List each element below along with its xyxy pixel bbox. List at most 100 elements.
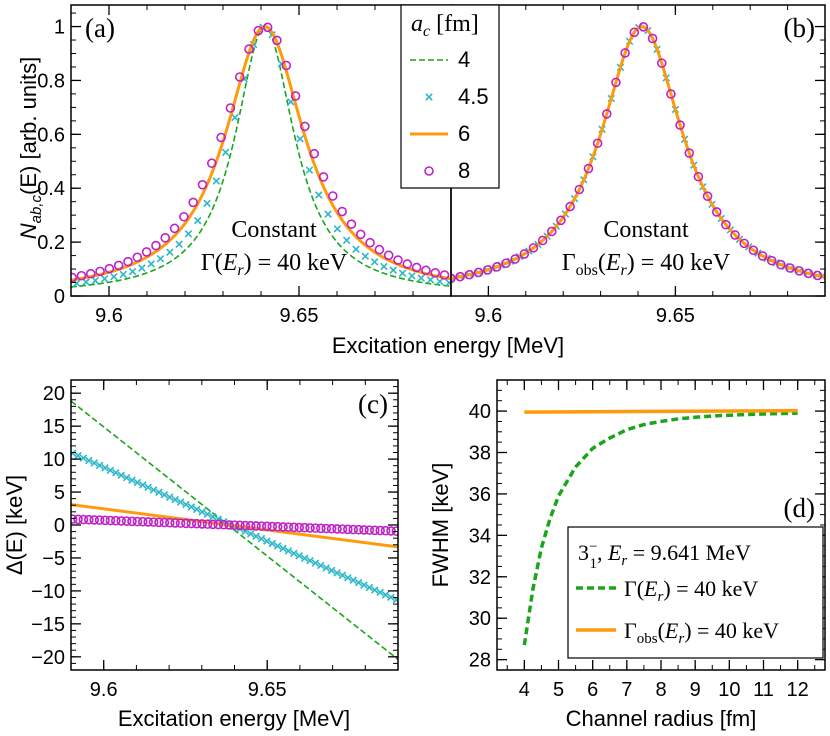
legend-energy-sub: r bbox=[621, 553, 627, 569]
panel-d-legend-header: 3− 1, Er = 9.641 MeV bbox=[578, 539, 751, 572]
x-tick-label: 8 bbox=[655, 679, 666, 701]
panel-a-series-4.5-point bbox=[370, 258, 379, 266]
panel-a-series-8-point bbox=[197, 179, 208, 190]
legend-entry-4: 4 bbox=[458, 47, 470, 72]
panel-b-series-8-point bbox=[785, 263, 795, 273]
panel-a-series-4.5-point bbox=[138, 264, 146, 272]
panel-c-series-4.5-point bbox=[344, 573, 352, 582]
panel-a-series-8-point bbox=[234, 72, 245, 82]
panel-a-annotation-line1: Constant bbox=[231, 217, 317, 243]
panel-a-series-8-point bbox=[71, 272, 77, 283]
panel-c-series-4.5-point bbox=[387, 593, 395, 602]
panel-c-series-8-point bbox=[283, 522, 294, 532]
panel-a-series-4.5-point bbox=[389, 266, 398, 274]
panel-a-series-4.5-point bbox=[91, 276, 100, 285]
d-entry2-pre: Γ bbox=[624, 618, 637, 643]
panel-c-series-6 bbox=[71, 503, 398, 549]
panel-a-label: (a) bbox=[85, 13, 115, 43]
legend-entry-6: 6 bbox=[458, 121, 470, 146]
panel-d-plot-area bbox=[522, 408, 798, 646]
panel-a-series-4.5-point bbox=[166, 248, 174, 257]
panel-c-series-4.5-point bbox=[257, 534, 266, 543]
panel-a-series-8-point bbox=[365, 237, 375, 248]
y-tick-label: 28 bbox=[469, 650, 491, 672]
panel-c-series-4.5-point bbox=[365, 583, 374, 592]
y-tick-label: 15 bbox=[43, 416, 65, 438]
panel-b-annotation-mid: ( bbox=[598, 250, 606, 276]
panel-a-series-8-point bbox=[430, 268, 441, 278]
panel-c-series-8-point bbox=[89, 515, 100, 525]
panel-b-series-8-point bbox=[501, 258, 511, 269]
panel-a-series-8-point bbox=[309, 148, 320, 159]
panel-a: 9.6 9.65 0 0.2 0.4 0.6 0.8 1 (a) Constant Γ(Er)… bbox=[16, 4, 452, 327]
panel-a-series-8-point bbox=[216, 132, 226, 143]
panel-a-annotation-pre: Γ( bbox=[201, 250, 223, 276]
panel-b-series-8-point bbox=[766, 255, 777, 266]
panel-c-series-8-point bbox=[299, 522, 310, 533]
panel-c-series-4.5-point bbox=[371, 586, 379, 594]
x-tick-label: 12 bbox=[787, 679, 809, 701]
panel-a-ylabel-rest: (E) [arb. units] bbox=[16, 57, 41, 195]
panel-c-series-8-point bbox=[380, 525, 391, 536]
panel-a-series-4.5-point bbox=[296, 135, 304, 143]
panel-a-series-4.5-point bbox=[398, 269, 407, 278]
panel-a-annotation-post: ) = 40 keV bbox=[244, 250, 348, 276]
panel-c-series-4.5-point bbox=[198, 508, 206, 516]
panel-a-series-8-point bbox=[272, 35, 282, 46]
panel-c-series-8-point bbox=[316, 523, 326, 534]
panel-c-series-8-point bbox=[159, 517, 170, 528]
panel-c-series-8-point bbox=[71, 514, 78, 524]
panel-b-series-8-point bbox=[492, 262, 502, 272]
panel-b-series-8-point bbox=[803, 268, 814, 279]
panel-d-legend-entry-1: Γ(Er) = 40 keV bbox=[624, 576, 758, 605]
x-tick-label: 9.6 bbox=[90, 679, 118, 701]
panel-c-series-8-point bbox=[294, 522, 305, 533]
panel-a-series-8-point bbox=[421, 265, 431, 276]
d-entry2-sub: obs bbox=[637, 631, 658, 647]
panel-c-series-8-point bbox=[332, 524, 342, 534]
panel-c-series-8-point bbox=[224, 520, 234, 530]
panel-c-series-8-point bbox=[391, 526, 398, 536]
panel-c-series-8-point bbox=[218, 519, 229, 530]
panel-a-series-4.5-point bbox=[445, 279, 451, 287]
y-tick-label: 30 bbox=[469, 608, 491, 630]
panel-b-series-8-point bbox=[583, 163, 594, 174]
panel-a-series-8-point bbox=[141, 247, 152, 257]
panel-a-series-8-point bbox=[411, 262, 422, 273]
legend-state-sup: − bbox=[589, 539, 597, 555]
panel-c-series-8-point bbox=[278, 522, 288, 532]
panel-d-xlabel: Channel radius [fm] bbox=[566, 706, 757, 731]
panel-c-series-4.5-point bbox=[117, 471, 125, 479]
x-tick-label: 9.6 bbox=[95, 305, 123, 327]
y-tick-label: −10 bbox=[31, 581, 65, 603]
panel-a-series-8-point bbox=[281, 60, 292, 71]
panel-c-series-4.5-point bbox=[290, 549, 298, 558]
panel-a-series-4.5-point bbox=[147, 260, 155, 268]
panel-a-series-8-point bbox=[151, 240, 161, 251]
panel-c-series-8-point bbox=[191, 518, 202, 529]
panel-a-series-4.5-point bbox=[193, 216, 202, 225]
panel-a-series-4.5-point bbox=[426, 276, 435, 284]
panel-c-series-4.5-point bbox=[263, 537, 271, 545]
y-tick-label: −5 bbox=[42, 548, 65, 570]
panel-b-series-8-point bbox=[556, 215, 566, 226]
panel-b-series-8-point bbox=[546, 226, 557, 237]
panel-d-legend: 3− 1, Er = 9.641 MeV Γ(Er) = 40 keV Γobs(… bbox=[567, 526, 824, 659]
d-entry2-post: ) = 40 keV bbox=[684, 618, 779, 643]
panel-c-series-8-point bbox=[369, 525, 380, 536]
panel-c-series-8-point bbox=[121, 516, 132, 526]
panel-c-series-8-point bbox=[181, 518, 191, 529]
panel-a-series-8-point bbox=[290, 91, 301, 101]
x-tick-label: 10 bbox=[718, 679, 740, 701]
panel-b-annotation-var: E bbox=[605, 250, 621, 276]
x-tick-label: 9 bbox=[690, 679, 701, 701]
panel-a-series-8-point bbox=[374, 244, 385, 255]
panel-a-series-4.5-point bbox=[221, 148, 230, 157]
y-tick-label: 40 bbox=[469, 401, 491, 423]
panel-a-series-8-point bbox=[85, 268, 96, 279]
panel-c-series-4.5-point bbox=[171, 495, 179, 504]
panel-c-series-8-point bbox=[305, 523, 315, 533]
panel-c-series-8-point bbox=[359, 525, 369, 535]
x-tick-label: 9.6 bbox=[474, 305, 502, 327]
legend-state: 3 bbox=[578, 540, 589, 565]
